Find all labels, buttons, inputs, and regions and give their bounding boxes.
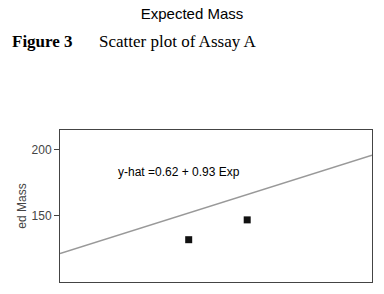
- svg-text:Expected Mass: Expected Mass: [141, 5, 244, 22]
- svg-text:150: 150: [32, 209, 52, 223]
- svg-text:Scatter plot of Assay A: Scatter plot of Assay A: [99, 32, 256, 51]
- svg-text:ed Mass: ed Mass: [15, 183, 29, 228]
- svg-text:y-hat =0.62 + 0.93 Exp: y-hat =0.62 + 0.93 Exp: [118, 165, 240, 179]
- svg-text:Figure 3: Figure 3: [12, 32, 73, 51]
- svg-text:200: 200: [32, 143, 52, 157]
